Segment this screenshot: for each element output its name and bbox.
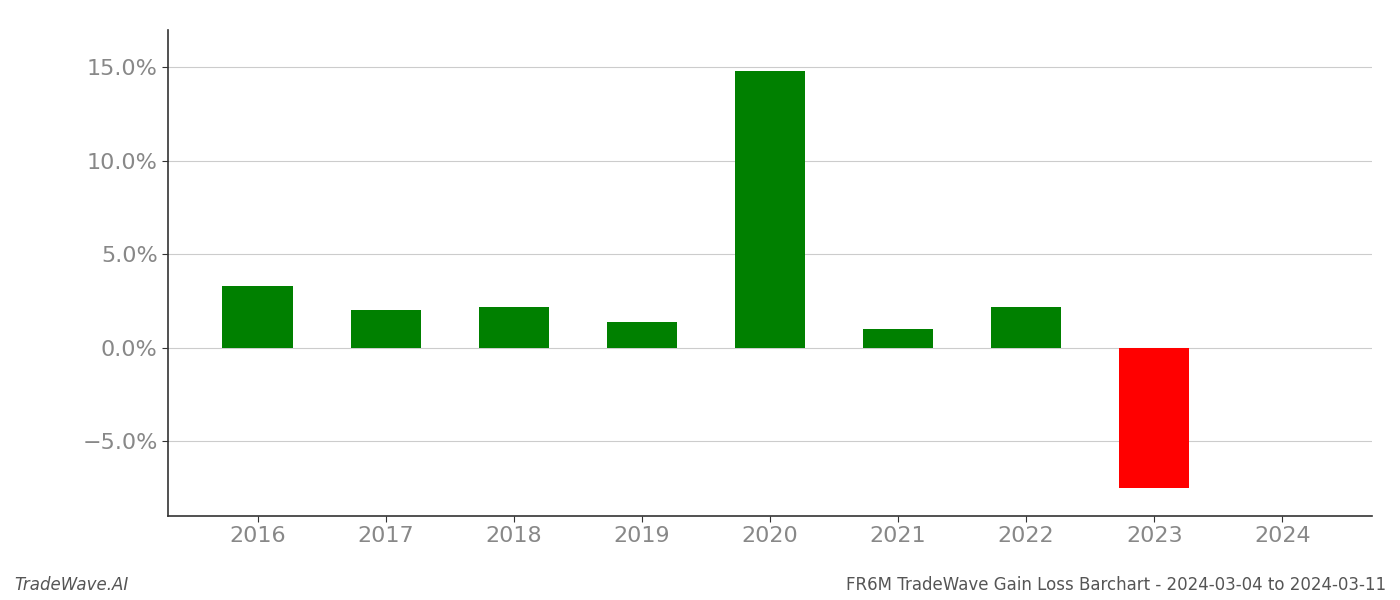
Text: TradeWave.AI: TradeWave.AI [14,576,129,594]
Bar [1119,348,1190,488]
Bar [735,71,805,348]
Bar [479,307,549,348]
Bar [862,329,934,348]
Bar [991,307,1061,348]
Bar [223,286,293,348]
Bar [350,310,421,348]
Text: FR6M TradeWave Gain Loss Barchart - 2024-03-04 to 2024-03-11: FR6M TradeWave Gain Loss Barchart - 2024… [846,576,1386,594]
Bar [606,322,678,348]
